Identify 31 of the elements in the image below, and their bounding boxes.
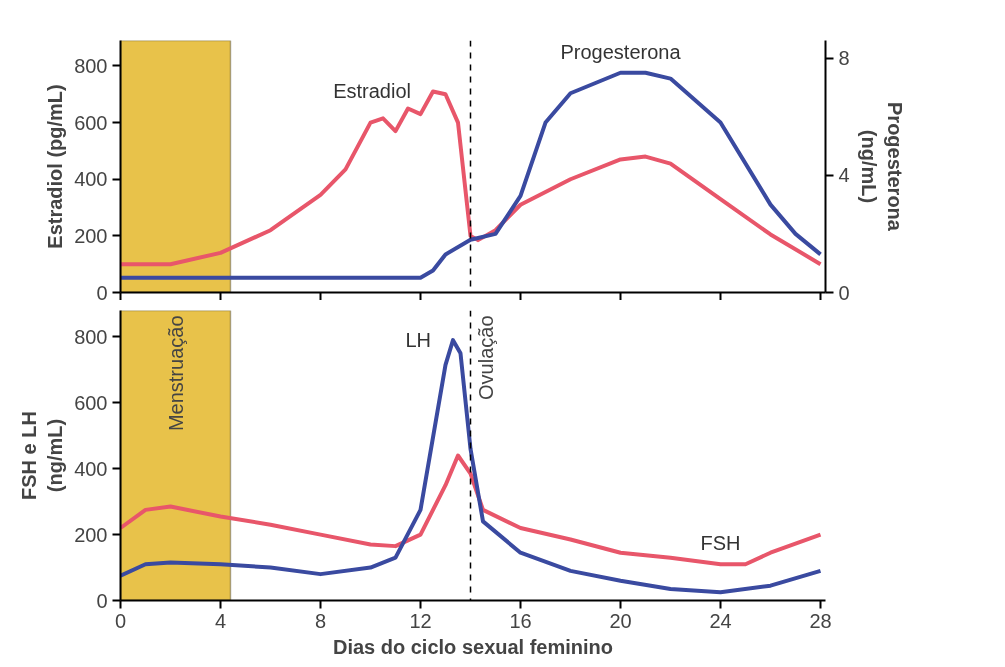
y-tick-label: 400 — [74, 168, 108, 191]
y-axis-title: Estradiol (pg/mL) — [44, 84, 67, 249]
y-tick-label: 800 — [74, 54, 108, 77]
x-tick-label: 20 — [609, 609, 632, 632]
y-tick-label: 600 — [74, 391, 108, 414]
y2-tick-label: 8 — [838, 47, 850, 70]
y-tick-label: 800 — [74, 325, 108, 348]
y-tick-label: 200 — [74, 523, 108, 546]
x-axis-title: Dias do ciclo sexual feminino — [332, 635, 614, 658]
ref-line-label: Ovulação — [474, 315, 497, 400]
series-label: Progesterona — [560, 40, 682, 63]
y2-tick-label: 4 — [838, 164, 850, 187]
x-tick-label: 0 — [114, 609, 127, 632]
x-tick-label: 16 — [509, 609, 532, 632]
y2-tick-label: 0 — [838, 281, 850, 304]
y-tick-label: 0 — [96, 281, 108, 304]
series-label: Estradiol — [333, 80, 411, 103]
band-label: Menstruação — [164, 315, 187, 432]
x-tick-label: 24 — [709, 609, 732, 632]
y-tick-label: 600 — [74, 111, 108, 134]
y-tick-label: 400 — [74, 457, 108, 480]
y2-axis-title: Progesterona (ng/mL) — [857, 102, 907, 232]
y-axis-title: FSH e LH (ng/mL) — [17, 411, 67, 500]
x-tick-label: 4 — [214, 609, 227, 632]
y-tick-label: 0 — [96, 589, 108, 612]
x-tick-label: 28 — [809, 609, 832, 632]
y-tick-label: 200 — [74, 224, 108, 247]
series-label: FSH — [700, 532, 741, 555]
x-tick-label: 12 — [409, 609, 432, 632]
series-label: LH — [405, 329, 432, 352]
x-tick-label: 8 — [314, 609, 327, 632]
